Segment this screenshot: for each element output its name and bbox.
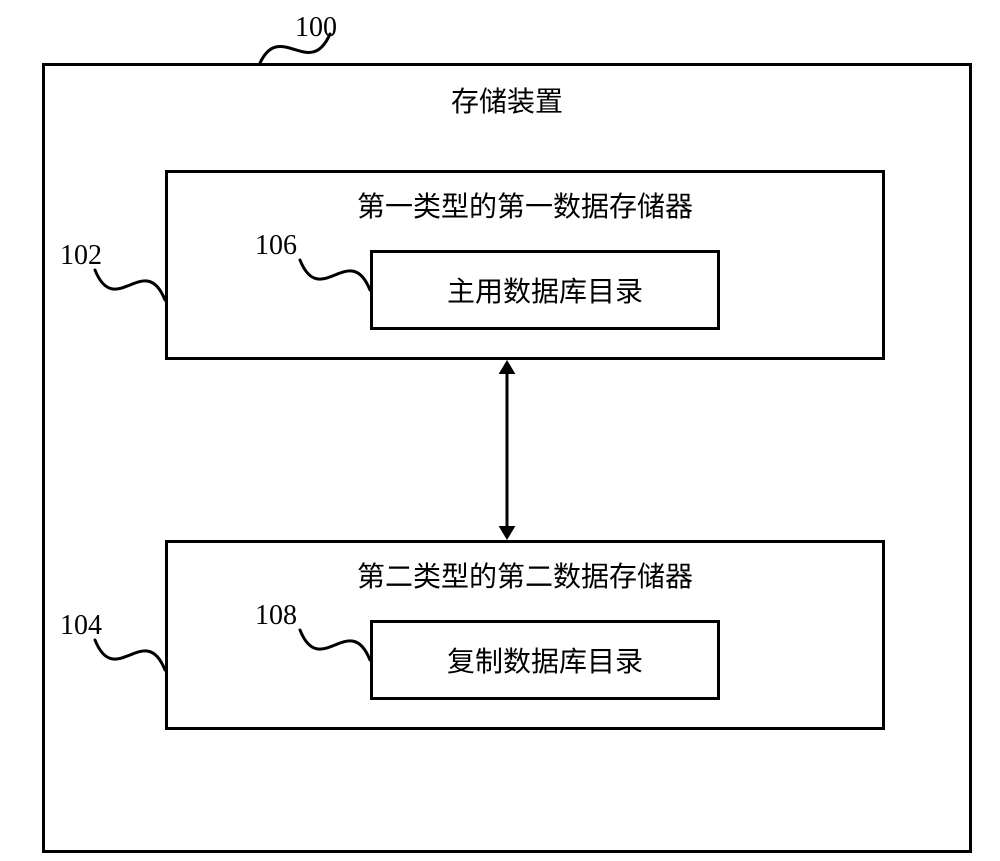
outer-ref: 100 — [295, 12, 337, 44]
diagram-canvas: 存储装置 100 第一类型的第一数据存储器 102 主用数据库目录 106 第二… — [0, 0, 1000, 861]
block2-ref: 104 — [60, 610, 102, 642]
block1-ref: 102 — [60, 240, 102, 272]
block2-title: 第二类型的第二数据存储器 — [357, 555, 693, 595]
block2-inner-ref: 108 — [255, 600, 297, 632]
block1-title: 第一类型的第一数据存储器 — [357, 185, 693, 225]
outer-title: 存储装置 — [451, 80, 563, 120]
block2-inner-title: 复制数据库目录 — [447, 640, 643, 680]
block1-inner-ref: 106 — [255, 230, 297, 262]
block1-inner-title: 主用数据库目录 — [447, 270, 643, 310]
